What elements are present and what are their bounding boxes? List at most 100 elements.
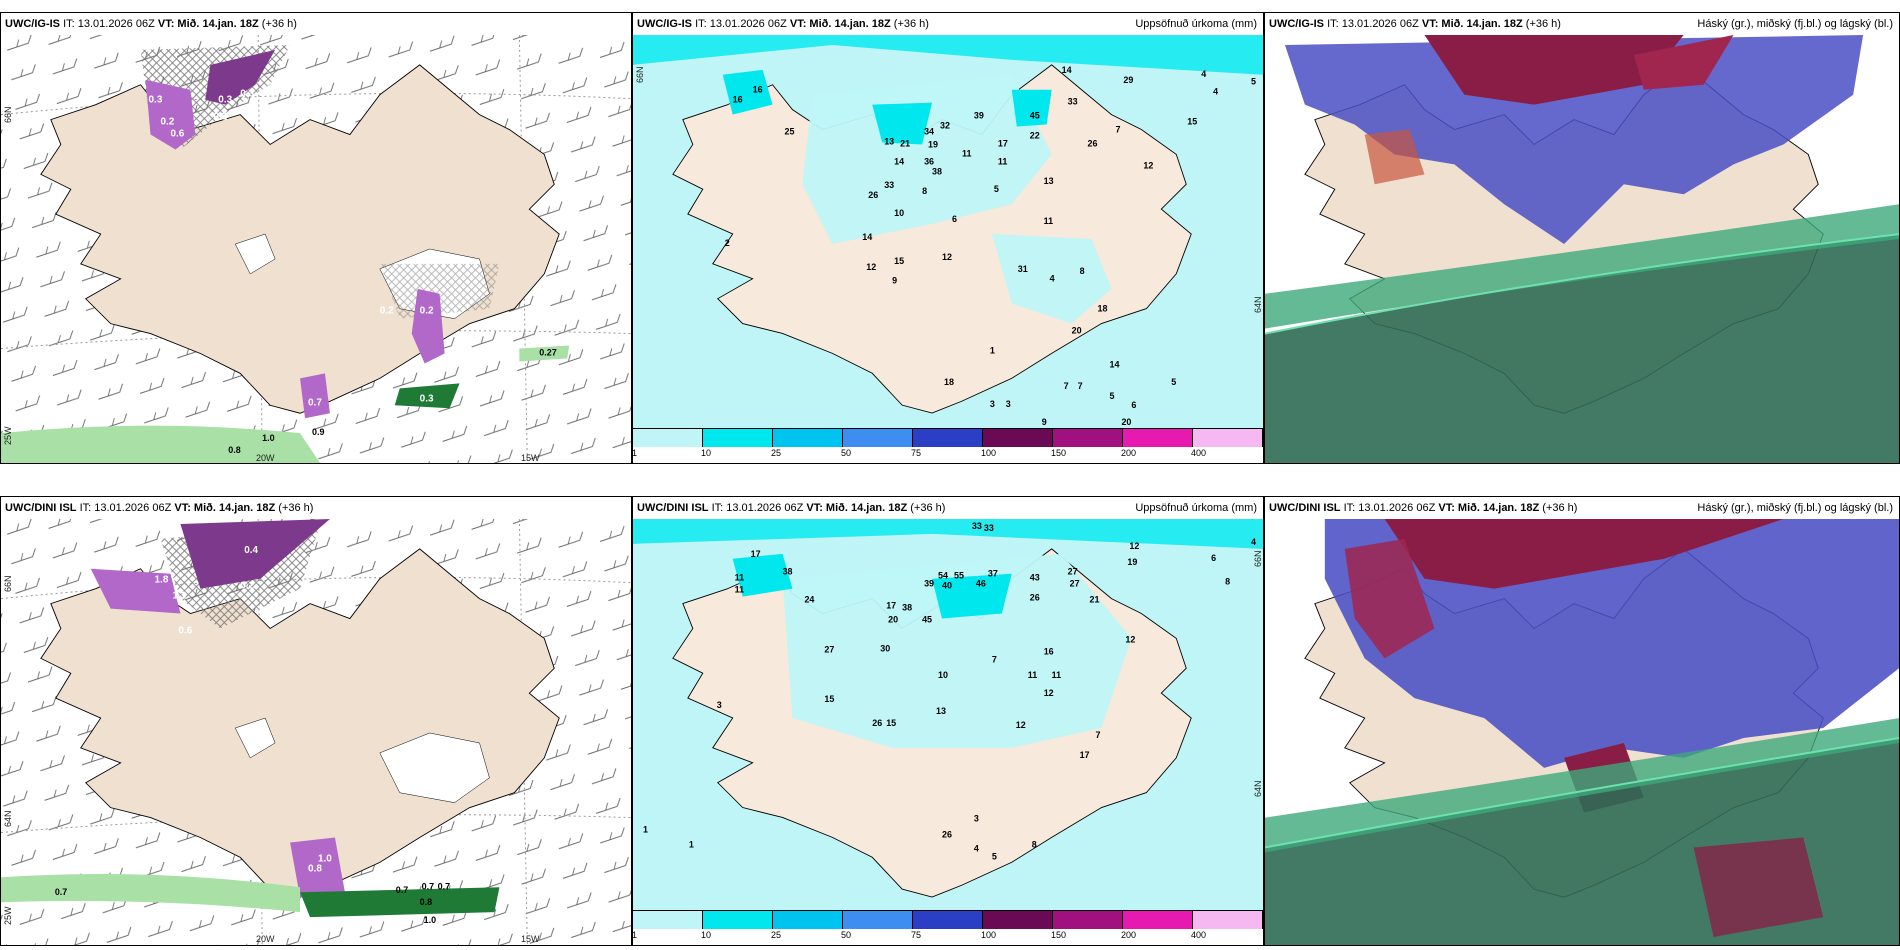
- map-area: [1265, 519, 1899, 945]
- lat-line-66: [1, 92, 631, 116]
- contour-label: 0.3: [240, 89, 254, 100]
- legend-tick: 25: [771, 930, 782, 940]
- precip-value: 39: [924, 579, 934, 589]
- precip-value: 13: [884, 136, 894, 146]
- contour-label: 0.9: [312, 427, 324, 437]
- precip-value: 19: [1127, 557, 1137, 567]
- precip-value: 14: [894, 156, 904, 166]
- legend-segment: [1053, 911, 1123, 929]
- precip-value: 54: [938, 571, 948, 581]
- legend-segment: [843, 911, 913, 929]
- precip-value: 1: [990, 345, 995, 355]
- legend-ticks: 1 10 25 50 75 100 150 200 400: [633, 448, 1263, 462]
- precip-value: 15: [886, 718, 896, 728]
- contour-label: 0.8: [308, 863, 322, 874]
- legend-tick: 150: [1051, 448, 1067, 458]
- precip-value: 15: [894, 256, 904, 266]
- contour-label: 0.8: [420, 897, 432, 907]
- precip-value: 45: [1030, 111, 1040, 121]
- precip-value: 13: [1044, 176, 1054, 186]
- precip-value: 8: [1225, 577, 1230, 587]
- precip-value: 5: [992, 851, 997, 861]
- precip-value: 20: [1072, 325, 1082, 335]
- precip-purple: [145, 79, 196, 150]
- precip-value: 6: [1131, 400, 1136, 410]
- contour-label: 1.1: [172, 591, 186, 602]
- contour-label: 1.0: [262, 433, 274, 443]
- legend-tick: 200: [1121, 448, 1137, 458]
- lon-label-15: 15W: [521, 453, 540, 463]
- contour-label: 0.4: [244, 545, 258, 556]
- cloud-map-svg: [1265, 519, 1899, 945]
- contour-label: 0.7: [422, 881, 434, 891]
- precip-value: 11: [998, 156, 1007, 166]
- model-name: UWC/DINI ISL: [1269, 502, 1341, 514]
- low-cloud-edge: [1265, 233, 1899, 335]
- precip-value: 7: [1064, 381, 1069, 391]
- cloud-map-svg: [1265, 35, 1899, 463]
- lat-label-64: 64N: [1253, 780, 1263, 797]
- precip-value: 3: [717, 700, 722, 710]
- precip-purple: [90, 568, 181, 614]
- map-area: 33 33 12 19 6 4 8 17 38 24 11 11 43 54 5…: [633, 519, 1263, 911]
- legend-segment: [1123, 429, 1193, 447]
- contour-label: 0.27: [539, 348, 556, 358]
- precip-green-dark: [300, 887, 500, 918]
- map-panel-ig-wind: UWC/IG-IS IT: 13.01.2026 06Z VT: Mið. 14…: [0, 12, 632, 464]
- precip-value: 33: [972, 521, 982, 531]
- legend-segment: [983, 429, 1053, 447]
- precip-value: 33: [1068, 97, 1078, 107]
- precip-value: 2: [725, 238, 730, 248]
- contour-label: 0.2: [240, 581, 254, 592]
- init-time: IT: 13.01.2026 06Z: [711, 502, 804, 514]
- lat-label-66: 66N: [3, 575, 13, 592]
- precip-value: 11: [1028, 670, 1037, 680]
- precip-value: 38: [932, 166, 942, 176]
- map-area: [1265, 35, 1899, 463]
- precip-value: 12: [1125, 634, 1135, 644]
- precip-value: 12: [1129, 541, 1139, 551]
- precip-value: 7: [1115, 125, 1120, 135]
- precip-value: 15: [1187, 117, 1197, 127]
- contour-label: 0.2: [160, 117, 174, 128]
- precip-value: 38: [902, 603, 912, 613]
- panel-header: UWC/IG-IS IT: 13.01.2026 06Z VT: Mið. 14…: [1265, 13, 1899, 35]
- panel-header: UWC/DINI ISL IT: 13.01.2026 06Z VT: Mið.…: [633, 497, 1263, 519]
- low-cloud-band: [1265, 204, 1899, 329]
- precip-green: [519, 345, 570, 362]
- valid-time: VT: Mið. 14.jan. 18Z: [789, 18, 891, 30]
- legend-tick: 400: [1191, 448, 1207, 458]
- precip-value: 6: [952, 214, 957, 224]
- legend-tick: 10: [701, 448, 712, 458]
- precip-value: 17: [998, 138, 1008, 148]
- precip-value: 38: [783, 567, 793, 577]
- contour-label: 0.2: [420, 306, 434, 317]
- precip-value: 37: [988, 569, 998, 579]
- precip-value: 3: [990, 399, 995, 409]
- low-cloud-edge: [1265, 736, 1899, 849]
- precip-purple: [411, 288, 445, 364]
- precip-value: 18: [944, 377, 954, 387]
- legend-segment: [1053, 429, 1123, 447]
- precip-value: 34: [924, 127, 934, 137]
- precip-value: 9: [892, 276, 897, 286]
- legend-tick: 10: [701, 930, 712, 940]
- legend-segment: [773, 911, 843, 929]
- lead-time: (+36 h): [1525, 18, 1561, 30]
- legend-tick: 50: [841, 930, 852, 940]
- precip-map-svg: 14 33 29 4 4 5 16 16 25 15 45 32 34 39 1…: [633, 35, 1263, 429]
- precip-value: 18: [1098, 304, 1108, 314]
- precip-value: 4: [974, 843, 979, 853]
- precip-value: 15: [824, 694, 834, 704]
- precip-value: 4: [1251, 537, 1256, 547]
- contour-label: 0.7: [308, 397, 322, 408]
- iceland-land: [40, 548, 560, 898]
- lat-label-64: 64N: [1253, 296, 1263, 313]
- precip-light: [991, 233, 1112, 324]
- contour-label: 0.2: [380, 306, 394, 317]
- model-name: UWC/IG-IS: [1269, 18, 1324, 30]
- precip-value: 1: [643, 824, 648, 834]
- precip-value: 27: [1070, 579, 1080, 589]
- precip-value: 12: [1143, 160, 1153, 170]
- legend-tick: 100: [981, 930, 997, 940]
